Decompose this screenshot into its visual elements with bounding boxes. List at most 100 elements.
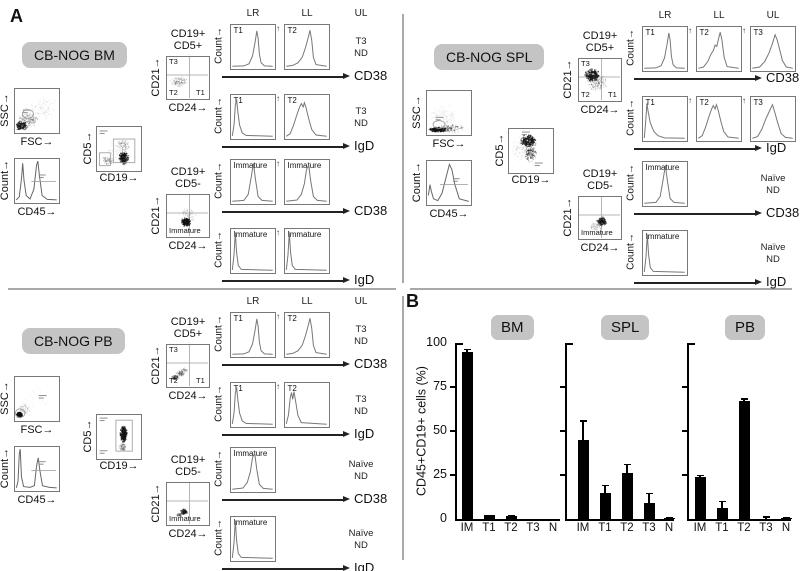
count-up-arrow: ↑ xyxy=(276,228,280,237)
nd-note-line1: Naïve xyxy=(348,459,374,470)
hist-curve xyxy=(285,391,327,425)
hist-box-igd-2: T2 xyxy=(284,382,330,428)
axis-arrowhead xyxy=(755,75,762,82)
count-up-arrow: ↑ xyxy=(276,382,280,391)
error-bar-cap xyxy=(718,500,726,502)
count-axis-label: Count→ xyxy=(213,27,225,64)
hist-gate-label: T2 xyxy=(287,95,297,105)
axis-marker-label: IgD xyxy=(354,560,375,571)
quad2-xaxis-label: CD24→ xyxy=(580,242,620,254)
count-up-arrow: ↑ xyxy=(276,159,280,168)
cd5-cd19-scatter xyxy=(99,417,133,454)
y-axis-pb xyxy=(687,343,689,521)
quad1-title-line2: CD5+ xyxy=(173,328,203,340)
hist-box-cd38-2: Immature xyxy=(284,159,330,205)
bar-pb-t2 xyxy=(738,401,750,519)
axis-marker-label: CD38 xyxy=(354,491,388,506)
error-bar-cap xyxy=(696,475,704,477)
cd5-axis-label: CD5→ xyxy=(82,419,94,453)
category-label: T3 xyxy=(759,522,773,534)
error-bar-cap xyxy=(762,516,770,518)
nd-note-line1: T3 xyxy=(355,394,367,405)
quadrant-plot-quad1: T3 T2 T1 xyxy=(166,344,210,388)
nd-note-line1: T3 xyxy=(355,324,367,335)
error-bar-line xyxy=(604,484,606,494)
category-label: T2 xyxy=(620,522,634,534)
hist-curve xyxy=(231,232,273,271)
quadrant-plot-quad2: Immature xyxy=(166,194,210,238)
column-header-ul: UL xyxy=(354,296,368,307)
quad1-xaxis-label: CD24→ xyxy=(168,390,208,402)
hist-gate-label: T2 xyxy=(699,27,709,37)
error-bar-line xyxy=(466,349,468,353)
quad1-scatter xyxy=(167,345,208,386)
hist-curve xyxy=(286,101,327,137)
quadrant-label-t1: T1 xyxy=(608,90,617,99)
quadrant-plot-quad1: T3 T2 T1 xyxy=(578,58,622,102)
flow-plot-count-cd45 xyxy=(14,446,60,492)
axis-marker-label: IgD xyxy=(354,138,375,153)
axis-arrowhead xyxy=(343,361,350,368)
y-tick xyxy=(682,386,687,388)
y-tick-label: 25 xyxy=(433,467,447,481)
category-label: T1 xyxy=(482,522,496,534)
hist-gate-label: Immature xyxy=(287,229,322,239)
quad2-title-line2: CD5- xyxy=(175,466,201,478)
hist-gate-label: Immature xyxy=(287,160,322,170)
chart-label-spl: SPL xyxy=(601,315,650,340)
error-bar-cap xyxy=(740,398,748,400)
axis-arrow-line xyxy=(222,211,343,213)
hist-curve xyxy=(232,30,273,67)
nd-note-line1: Naïve xyxy=(348,528,374,539)
cd45-histogram xyxy=(427,162,469,202)
bar-bm-im xyxy=(461,351,473,519)
hist-curve xyxy=(752,33,793,69)
bar-bm-t2 xyxy=(505,516,517,519)
error-bar-line xyxy=(765,516,767,520)
y-tick xyxy=(560,430,565,432)
cd45-histogram xyxy=(15,160,57,201)
count-axis-label: Count→ xyxy=(213,162,225,199)
count-axis-label: Count→ xyxy=(213,315,225,352)
error-bar-line xyxy=(743,398,745,403)
count-axis-label: Count→ xyxy=(0,447,11,489)
bar-spl-im xyxy=(577,439,589,519)
nd-note-line1: T3 xyxy=(355,106,367,117)
axis-marker-label: CD38 xyxy=(354,68,388,83)
column-header-lr: LR xyxy=(246,8,260,19)
count-axis-label: Count→ xyxy=(625,29,637,66)
hist-gate-label: T1 xyxy=(233,313,243,323)
hist-box-cd38-1: Immature xyxy=(230,447,276,493)
category-label: T3 xyxy=(642,522,656,534)
flow-plot-ssc-fsc xyxy=(426,90,472,136)
cd19-axis-label: CD19→ xyxy=(511,174,551,186)
hist-curve xyxy=(698,103,739,139)
quadrant-plot-quad2: Immature xyxy=(166,482,210,526)
quad2-yaxis-label: CD21→ xyxy=(150,483,162,523)
flow-plot-count-cd45 xyxy=(14,158,60,204)
hist-gate-label: T1 xyxy=(233,25,243,35)
hist-curve xyxy=(231,99,273,137)
y-axis-top-tick xyxy=(687,343,695,345)
error-bar-cap xyxy=(623,463,631,465)
quadrant-plot-quad2: Immature xyxy=(578,196,622,240)
hist-box-cd38-2: T2 xyxy=(284,24,330,70)
section-badge-bm: CB-NOG BM xyxy=(22,42,127,68)
axis-arrowhead xyxy=(343,277,350,284)
error-bar-line xyxy=(699,475,701,478)
hist-curve xyxy=(232,318,273,355)
quad2-scatter xyxy=(167,195,208,236)
ssc-axis-label: SSC→ xyxy=(411,95,423,129)
count-up-arrow: ↑ xyxy=(276,312,280,321)
ssc-fsc-scatter xyxy=(428,104,464,133)
axis-arrowhead xyxy=(755,145,762,152)
cd19-axis-label: CD19→ xyxy=(99,460,139,472)
nd-note-line2: ND xyxy=(766,185,780,196)
x-axis-spl xyxy=(565,519,674,521)
hist-gate-label: Immature xyxy=(233,517,268,527)
y-tick xyxy=(560,386,565,388)
category-label: IM xyxy=(693,522,707,534)
quadrant-label-t2: T2 xyxy=(581,90,590,99)
quad2-yaxis-label: CD21→ xyxy=(562,197,574,237)
y-axis-top-tick xyxy=(565,343,573,345)
